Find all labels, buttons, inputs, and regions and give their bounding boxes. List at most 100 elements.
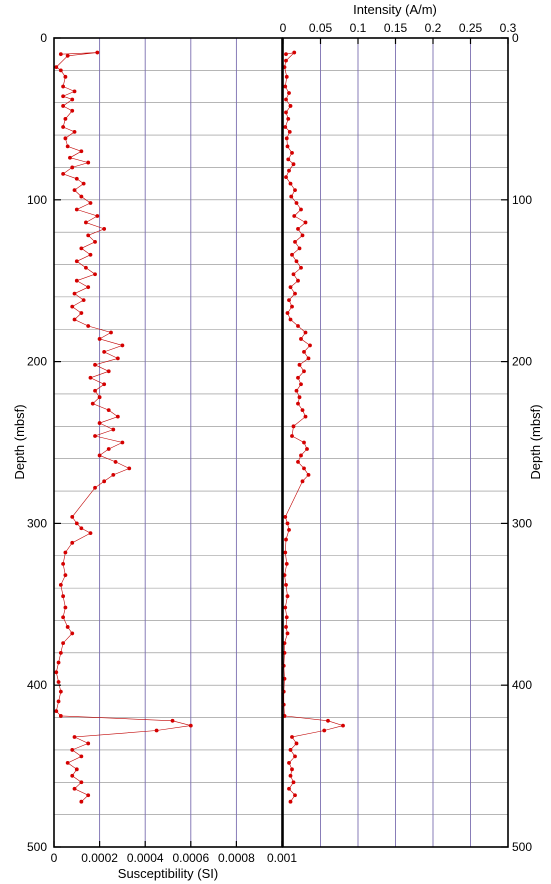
susceptibility-data-point — [86, 324, 91, 328]
susceptibility-data-point — [188, 723, 193, 728]
intensity-y-tick-label: 300 — [512, 516, 532, 530]
susceptibility-y-tick-label: 500 — [27, 840, 47, 854]
susceptibility-data-point — [61, 84, 66, 89]
susceptibility-data-point — [97, 453, 102, 458]
intensity-data-point — [299, 207, 303, 212]
intensity-data-point — [288, 799, 293, 804]
intensity-data-point — [326, 718, 330, 723]
susceptibility-data-point — [58, 650, 63, 655]
intensity-data-point — [290, 304, 294, 309]
susceptibility-data-point — [65, 144, 70, 149]
susceptibility-data-point — [154, 728, 159, 733]
intensity-y-tick-label: 200 — [512, 355, 532, 369]
susceptibility-data-point — [61, 125, 66, 129]
intensity-data-point — [288, 181, 293, 186]
intensity-x-tick-label: 0.25 — [459, 21, 483, 35]
intensity-x-tick-label: 0 — [280, 21, 287, 35]
intensity-data-point — [303, 220, 308, 225]
susceptibility-data-point — [79, 311, 84, 315]
intensity-data-point — [300, 408, 305, 413]
susceptibility-data-point — [72, 317, 77, 322]
left-y-axis-title: Depth (mbsf) — [12, 404, 27, 479]
susceptibility-data-point — [79, 194, 84, 199]
intensity-data-point — [290, 735, 294, 739]
intensity-y-ticks: 0 100 200 300 400 500 — [501, 31, 532, 854]
intensity-data-point — [306, 472, 311, 477]
intensity-data-point — [285, 594, 290, 599]
susceptibility-data-point — [74, 767, 79, 772]
susceptibility-x-tick-label: 0.001 — [267, 851, 297, 865]
susceptibility-data-point — [106, 447, 111, 451]
susceptibility-data-point — [63, 117, 68, 121]
susceptibility-data-point — [72, 129, 77, 134]
intensity-data-point — [288, 773, 293, 778]
susceptibility-data-point — [72, 188, 77, 192]
susceptibility-y-ticks: 0 100 200 300 400 500 — [27, 31, 61, 854]
intensity-data-point — [296, 278, 300, 283]
intensity-data-point — [296, 324, 300, 328]
susceptibility-data-point — [86, 285, 91, 290]
intensity-x-tick-label: 0.1 — [350, 21, 367, 35]
susceptibility-data-point — [68, 155, 72, 160]
susceptibility-data-point — [72, 291, 77, 296]
susceptibility-series — [54, 50, 193, 804]
intensity-data-point — [285, 144, 290, 149]
susceptibility-data-point — [86, 741, 91, 746]
intensity-data-point — [288, 285, 293, 290]
intensity-data-point — [299, 453, 303, 458]
susceptibility-series-line — [55, 52, 191, 802]
susceptibility-data-point — [79, 149, 84, 154]
susceptibility-data-point — [88, 252, 93, 257]
susceptibility-data-point — [63, 605, 68, 610]
susceptibility-data-point — [88, 375, 93, 380]
susceptibility-data-point — [70, 108, 75, 113]
intensity-data-point — [308, 343, 312, 348]
intensity-data-point — [283, 125, 288, 129]
susceptibility-data-point — [56, 660, 61, 665]
intensity-y-tick-label: 100 — [512, 193, 532, 207]
susceptibility-data-point — [86, 793, 91, 798]
susceptibility-data-point — [74, 176, 79, 181]
intensity-data-point — [284, 136, 289, 141]
susceptibility-data-point — [127, 466, 132, 471]
susceptibility-data-point — [58, 582, 63, 587]
susceptibility-data-point — [56, 699, 61, 704]
susceptibility-data-point — [70, 748, 75, 752]
intensity-data-point — [285, 631, 290, 636]
intensity-data-point — [293, 188, 297, 192]
susceptibility-data-point — [61, 561, 66, 566]
intensity-data-point — [341, 723, 345, 728]
susceptibility-data-point — [79, 780, 84, 785]
susceptibility-data-point — [56, 680, 61, 684]
intensity-data-point — [284, 537, 288, 542]
susceptibility-data-point — [70, 773, 75, 778]
intensity-data-point — [303, 330, 308, 335]
intensity-data-point — [288, 104, 293, 108]
susceptibility-data-point — [70, 631, 75, 636]
susceptibility-data-point — [93, 388, 97, 393]
susceptibility-data-point — [97, 395, 102, 400]
susceptibility-x-axis-title: Susceptibility (SI) — [118, 866, 218, 881]
intensity-data-point — [294, 259, 299, 264]
intensity-data-point — [296, 460, 300, 464]
intensity-x-tick-label: 0.05 — [309, 21, 333, 35]
susceptibility-data-point — [74, 259, 79, 264]
susceptibility-data-point — [74, 207, 79, 212]
susceptibility-data-point — [79, 799, 84, 804]
susceptibility-data-point — [93, 272, 97, 277]
susceptibility-data-point — [120, 440, 125, 445]
intensity-data-point — [293, 754, 297, 759]
susceptibility-data-point — [81, 298, 86, 303]
susceptibility-data-point — [79, 526, 84, 531]
susceptibility-data-point — [63, 550, 68, 555]
intensity-data-point — [284, 615, 289, 620]
susceptibility-data-point — [93, 239, 97, 244]
susceptibility-data-point — [93, 485, 97, 490]
susceptibility-data-point — [74, 521, 79, 526]
susceptibility-data-point — [65, 760, 70, 765]
susceptibility-data-point — [84, 220, 88, 225]
susceptibility-data-point — [88, 201, 93, 205]
intensity-data-point — [284, 561, 289, 566]
intensity-x-ticks: 0 0.05 0.1 0.15 0.2 0.25 0.3 — [280, 21, 517, 44]
